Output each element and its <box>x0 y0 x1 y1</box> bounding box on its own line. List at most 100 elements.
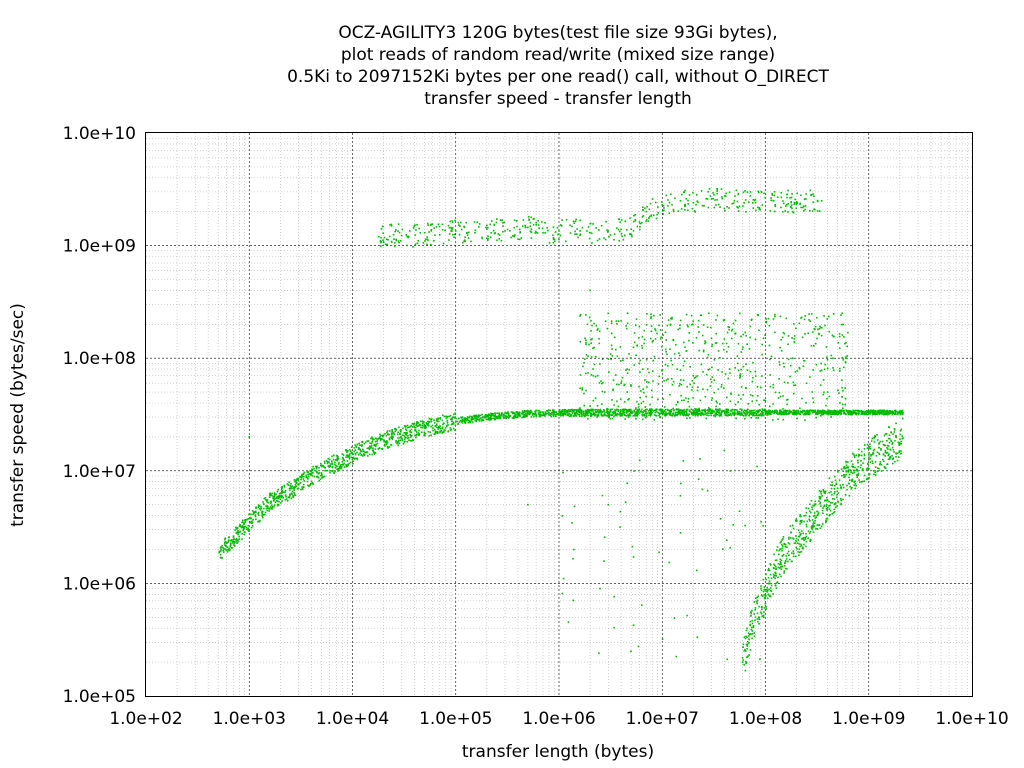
data-point <box>353 458 356 460</box>
data-point <box>884 451 887 453</box>
data-point <box>233 538 236 540</box>
data-point <box>405 234 408 236</box>
data-point <box>869 457 872 460</box>
data-point <box>778 391 781 394</box>
data-point <box>802 205 805 208</box>
data-point <box>237 530 239 532</box>
data-point <box>878 442 880 444</box>
data-point <box>767 569 770 572</box>
data-point <box>677 210 680 212</box>
data-point <box>569 224 571 227</box>
data-point <box>746 409 748 412</box>
data-point <box>665 413 668 415</box>
data-point <box>323 462 326 465</box>
data-point <box>352 460 354 463</box>
data-point <box>573 410 575 413</box>
data-point <box>655 217 658 220</box>
data-point <box>864 410 867 413</box>
data-point <box>804 315 806 317</box>
data-point <box>775 572 777 575</box>
data-point <box>679 319 682 322</box>
data-point <box>631 411 634 414</box>
data-point <box>413 422 416 425</box>
data-point <box>591 242 593 244</box>
data-point <box>827 409 830 412</box>
data-point <box>772 318 775 320</box>
data-point <box>415 229 417 231</box>
data-point <box>481 418 484 421</box>
data-point <box>851 472 854 475</box>
data-point <box>868 447 870 449</box>
data-point <box>842 323 845 326</box>
data-point <box>861 469 864 472</box>
data-point <box>760 585 762 587</box>
data-point <box>826 367 829 370</box>
data-point <box>728 191 731 194</box>
data-point <box>831 412 834 414</box>
data-point <box>799 407 801 409</box>
data-point <box>716 410 718 413</box>
data-point <box>480 417 482 419</box>
data-point <box>347 464 349 467</box>
data-point <box>892 458 894 461</box>
data-point <box>420 420 422 422</box>
data-point <box>423 421 425 424</box>
data-point <box>691 380 694 382</box>
data-point <box>773 563 775 566</box>
data-point <box>233 540 236 543</box>
data-point <box>461 241 464 244</box>
data-point <box>847 412 849 414</box>
data-point <box>284 494 287 496</box>
data-point <box>753 199 756 202</box>
data-point <box>581 226 584 229</box>
data-point <box>614 413 617 416</box>
data-point <box>853 471 855 474</box>
data-point <box>608 371 610 373</box>
data-point <box>737 193 740 196</box>
data-point <box>785 558 788 560</box>
data-point <box>676 413 679 416</box>
data-point <box>553 413 556 416</box>
data-point <box>733 414 735 417</box>
data-point <box>591 324 593 327</box>
data-point <box>808 411 811 414</box>
data-point <box>732 523 735 526</box>
data-point <box>486 416 488 418</box>
data-point <box>766 414 768 416</box>
data-point <box>859 481 861 483</box>
data-point <box>493 418 496 421</box>
data-point <box>597 414 599 417</box>
data-point <box>718 414 721 417</box>
data-point <box>809 530 812 533</box>
data-point <box>533 415 535 418</box>
data-point <box>568 413 571 415</box>
data-point <box>757 314 760 317</box>
data-point <box>694 211 697 213</box>
data-point <box>762 578 765 581</box>
data-point <box>393 238 395 241</box>
data-point <box>671 363 674 366</box>
data-point <box>808 313 810 315</box>
data-point <box>600 224 603 227</box>
data-point <box>716 189 719 192</box>
data-point <box>638 385 640 388</box>
data-point <box>295 485 298 488</box>
data-point <box>573 505 576 508</box>
data-point <box>777 576 779 579</box>
data-point <box>658 324 660 327</box>
data-point <box>797 539 800 541</box>
data-point <box>467 231 470 234</box>
data-point <box>739 374 741 377</box>
data-point <box>667 199 669 201</box>
data-point <box>873 441 876 443</box>
data-point <box>283 484 285 487</box>
data-point <box>585 354 588 356</box>
data-point <box>521 416 523 419</box>
data-point <box>787 358 790 361</box>
data-point <box>653 418 656 421</box>
data-point <box>790 410 793 413</box>
data-point <box>782 408 784 410</box>
data-point <box>658 414 660 417</box>
data-point <box>895 422 897 425</box>
data-point <box>826 517 829 520</box>
